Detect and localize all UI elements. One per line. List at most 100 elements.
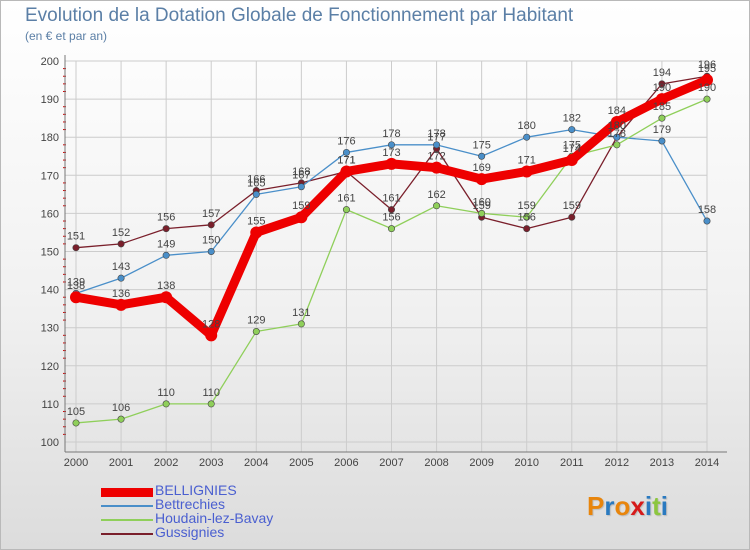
data-point-bettrechies [523,133,531,141]
data-label-bellignies: 184 [608,105,626,117]
data-label-gussignies: 152 [112,227,130,239]
chart-subtitle: (en € et par an) [25,29,108,43]
data-point-houdain-lez-bavay [162,400,170,408]
data-label-bellignies: 171 [518,154,536,166]
x-tick-label: 2002 [154,457,178,469]
data-label-bettrechies: 158 [698,204,716,216]
axis-layer: 100 110 120 130 140 150 160 170 180 190 200 2000 200… [41,55,727,469]
data-point-bettrechies [117,274,125,282]
data-label-bettrechies: 182 [563,113,581,125]
data-point-houdain-lez-bavay [297,320,305,328]
data-point-bellignies [701,74,713,87]
x-tick-label: 2006 [334,457,358,469]
x-tick-label: 2004 [244,457,268,469]
logo-letter: r [604,491,615,521]
x-tick-label: 2009 [469,457,493,469]
y-tick-label: 180 [41,132,59,144]
data-point-houdain-lez-bavay [207,400,215,408]
data-point-houdain-lez-bavay [117,415,125,423]
legend-label-gussignies: Gussignies [155,524,225,540]
data-point-bellignies [70,291,82,304]
data-label-bettrechies: 180 [518,120,536,132]
legend-swatch-gussignies [101,533,153,535]
data-point-houdain-lez-bavay [252,328,260,336]
data-label-bettrechies: 143 [112,261,130,273]
y-tick-label: 130 [41,323,59,335]
data-label-bettrechies: 149 [157,238,175,250]
data-label-bellignies: 190 [653,82,671,94]
data-label-gussignies: 151 [67,231,85,243]
x-tick-label: 2013 [650,457,674,469]
data-point-bellignies [610,115,623,128]
data-label-bellignies: 172 [427,151,445,163]
y-tick-label: 110 [41,399,59,411]
x-tick-label: 2014 [695,457,719,469]
legend-swatch-houdain-lez-bavay [101,519,153,521]
data-point-gussignies [658,80,666,88]
data-point-houdain-lez-bavay [433,202,441,210]
data-point-bettrechies [387,141,395,149]
data-point-houdain-lez-bavay [658,114,666,122]
data-label-gussignies: 196 [698,59,716,71]
y-tick-label: 190 [41,94,59,106]
data-point-bettrechies [162,251,170,259]
data-label-houdain-lez-bavay: 131 [292,307,310,319]
y-tick-label: 100 [41,437,59,449]
data-label-gussignies: 161 [382,193,400,205]
data-label-houdain-lez-bavay: 105 [67,406,85,418]
data-label-houdain-lez-bavay: 178 [608,128,626,140]
data-label-bellignies: 173 [382,147,400,159]
data-point-bettrechies [703,217,711,225]
data-label-bettrechies: 150 [202,235,220,247]
x-tick-label: 2011 [560,457,584,469]
legend-swatch-bellignies [101,488,153,497]
data-point-bellignies [655,93,668,106]
data-label-bellignies: 138 [67,280,85,292]
series-layer [70,72,713,427]
data-point-houdain-lez-bavay [478,209,486,217]
legend-label-bettrechies: Bettrechies [155,496,226,512]
data-point-houdain-lez-bavay [703,95,711,103]
data-label-gussignies: 180 [608,120,626,132]
data-point-bellignies [475,173,488,186]
data-label-houdain-lez-bavay: 106 [112,402,130,414]
data-point-gussignies [72,244,80,252]
data-label-bettrechies: 165 [247,177,265,189]
data-label-bellignies: 128 [202,318,220,330]
data-label-houdain-lez-bavay: 175 [563,139,581,151]
data-label-bellignies: 171 [337,154,355,166]
x-tick-label: 2000 [64,457,88,469]
logo-letter: P [587,491,605,521]
data-point-bellignies [295,211,308,224]
data-label-bellignies: 136 [112,288,130,300]
data-point-gussignies [568,213,576,221]
data-point-gussignies [523,225,531,233]
data-label-bettrechies: 176 [337,135,355,147]
x-tick-label: 2007 [379,457,403,469]
data-point-gussignies [387,206,395,214]
data-point-gussignies [117,240,125,248]
y-tick-label: 200 [41,56,59,68]
x-tick-label: 2001 [109,457,133,469]
data-label-gussignies: 166 [247,174,265,186]
data-label-gussignies: 194 [653,67,671,79]
legend-label-houdain-lez-bavay: Houdain-lez-Bavay [155,510,274,526]
data-label-houdain-lez-bavay: 110 [202,387,220,399]
logo-letter: t [652,491,661,521]
x-tick-label: 2012 [605,457,629,469]
data-point-bettrechies [433,141,441,149]
logo-letter: i [660,491,668,521]
x-tick-label: 2003 [199,457,223,469]
data-label-houdain-lez-bavay: 185 [653,101,671,113]
data-point-houdain-lez-bavay [72,419,80,427]
data-label-houdain-lez-bavay: 159 [518,200,536,212]
data-label-bellignies: 155 [247,215,265,227]
grid-layer [65,60,708,452]
data-label-bettrechies: 178 [427,128,445,140]
data-point-bettrechies [342,148,350,156]
data-label-bellignies: 169 [472,162,490,174]
data-label-bettrechies: 167 [292,170,310,182]
data-point-bettrechies [297,183,305,191]
y-tick-label: 170 [41,170,59,182]
